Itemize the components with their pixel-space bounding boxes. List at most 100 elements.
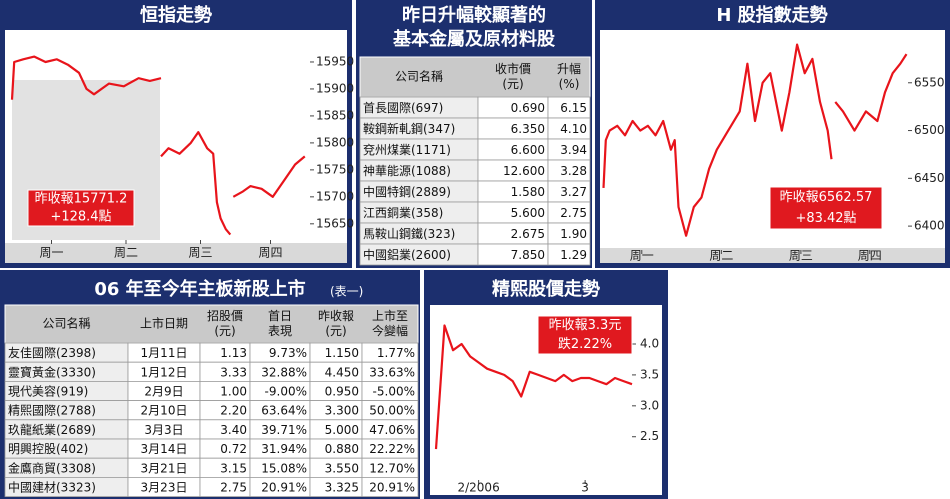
table-header: 首日 — [268, 309, 292, 323]
x-tick-label: 周二 — [709, 249, 733, 263]
table-cell-text: 1.150 — [325, 346, 359, 360]
table-cell-text: 31.94% — [261, 442, 307, 456]
x-tick-label: 周一 — [630, 249, 654, 263]
table-cell-text: 2.75 — [220, 481, 247, 495]
table-header-bg — [4, 304, 419, 344]
table-cell-text: 6.15 — [560, 101, 587, 115]
table-cell-text: 1.00 — [220, 385, 247, 399]
table-cell-text: 靈寶黃金(3330) — [8, 364, 96, 379]
table-cell-text: 3.94 — [560, 143, 587, 157]
x-tick-label: 周三 — [188, 246, 212, 260]
table-cell-text: 3.550 — [325, 461, 359, 475]
y-tick-label: 6450 — [914, 171, 945, 185]
table-header: 表現 — [268, 324, 292, 338]
x-tick-label: 周二 — [114, 246, 138, 260]
table-header-bg — [359, 56, 591, 98]
y-tick-label: 6550 — [914, 75, 945, 89]
table-cell-text: 兗州煤業(1171) — [363, 142, 451, 157]
table-cell-text: 3.40 — [220, 423, 247, 437]
table-cell-text: 47.06% — [369, 423, 415, 437]
annotation: +83.42點 — [795, 211, 856, 226]
table-cell-text: 20.91% — [369, 481, 415, 495]
table-cell-text: 玖龍紙業(2689) — [8, 422, 96, 437]
y-tick-label: 15950 — [316, 54, 354, 68]
table-cell-text: 15.08% — [261, 461, 307, 475]
table-cell-text: 金鷹商貿(3308) — [8, 460, 96, 475]
price-line — [434, 324, 633, 450]
chart-title: 精熙股價走勢 — [492, 278, 600, 300]
table-cell-text: 1月12日 — [141, 365, 188, 379]
table-cell — [361, 476, 419, 497]
table-cell-text: 中國特鋼(2889) — [363, 184, 451, 199]
table-cell-text: 1.580 — [511, 185, 545, 199]
table-cell-text: 1月11日 — [141, 346, 188, 360]
table-cell-text: 0.690 — [511, 101, 545, 115]
annotation: 昨收報15771.2 — [35, 192, 128, 207]
y-tick-label: 15650 — [316, 216, 354, 230]
table-cell-text: 12.70% — [369, 461, 415, 475]
table-cell-text: 3.28 — [560, 164, 587, 178]
table-header: 昨收報 — [318, 309, 354, 323]
table-cell-text: 1.90 — [560, 227, 587, 241]
table-header: (元) — [325, 324, 346, 338]
annotation-box — [769, 186, 883, 230]
table-cell-text: 3月23日 — [141, 481, 188, 495]
y-tick-label: 3.5 — [640, 367, 659, 381]
y-tick-label: 15900 — [316, 81, 354, 95]
x-tick-label: 周四 — [858, 249, 882, 263]
table-header: 公司名稱 — [42, 316, 90, 331]
table-title: 06 年至今年主板新股上市 — [94, 278, 305, 300]
x-tick-label: 2/2006 — [457, 481, 499, 495]
table-cell-text: 0.72 — [220, 442, 247, 456]
table-cell-text: 2.20 — [220, 404, 247, 418]
table-header: 升幅 — [557, 61, 581, 76]
y-tick-label: 4.0 — [640, 337, 659, 351]
table-cell-text: 3.15 — [220, 461, 247, 475]
table-cell-text: 1.13 — [220, 346, 247, 360]
table-cell-text: 馬鞍山鋼鐵(323) — [363, 226, 455, 241]
table-cell-text: 2月10日 — [141, 404, 188, 418]
annotation: +128.4點 — [50, 210, 111, 225]
table-cell-text: 4.450 — [325, 365, 359, 379]
annotation: 跌2.22% — [558, 336, 612, 352]
chart-title: H 股指數走勢 — [716, 4, 827, 26]
table-cell-text: -5.00% — [373, 385, 415, 399]
table-cell-text: 22.22% — [369, 442, 415, 456]
table-header: (%) — [559, 77, 580, 91]
table-cell-text: 明興控股(402) — [8, 442, 88, 456]
table-cell-text: 63.64% — [261, 404, 307, 418]
table-cell-text: 3月21日 — [141, 461, 188, 475]
table-cell-text: 2月9日 — [144, 385, 183, 399]
table-cell-text: 33.63% — [369, 365, 415, 379]
y-tick-label: 6500 — [914, 123, 945, 137]
y-tick-label: 3.0 — [640, 398, 659, 412]
y-tick-label: 15750 — [316, 162, 354, 176]
annotation: 昨收報6562.57 — [780, 190, 873, 205]
annotation-box — [537, 315, 633, 355]
table-cell-text: 6.350 — [511, 122, 545, 136]
table-cell-text: 3月3日 — [144, 423, 183, 437]
table-cell-text: -9.00% — [265, 385, 307, 399]
table-cell-text: 7.850 — [511, 248, 545, 262]
y-tick-label: 2.5 — [640, 429, 659, 443]
price-line — [602, 43, 908, 237]
table-cell-text: 中國建材(3323) — [8, 480, 96, 495]
table-cell-text: 現代美容(919) — [8, 384, 88, 399]
table-cell-text: 精熙國際(2788) — [8, 404, 96, 418]
annotation: 昨收報3.3元 — [549, 318, 622, 333]
table-header: 公司名稱 — [395, 69, 443, 84]
table-cell-text: 3月14日 — [141, 442, 188, 456]
table-cell-text: 0.880 — [325, 442, 359, 456]
x-tick-label: 3 — [581, 481, 589, 495]
y-tick-label: 6400 — [914, 219, 945, 233]
table-title: 昨日升幅較顯著的 — [402, 4, 546, 26]
axis-band — [5, 243, 347, 263]
table-header: 今變幅 — [372, 323, 408, 338]
table-cell-text: 2.675 — [511, 227, 545, 241]
table-cell-text: 4.10 — [560, 122, 587, 136]
table-cell-text: 32.88% — [261, 365, 307, 379]
table-cell-text: 3.33 — [220, 365, 247, 379]
table-cell — [547, 243, 591, 266]
table-cell-text: 50.00% — [369, 404, 415, 418]
